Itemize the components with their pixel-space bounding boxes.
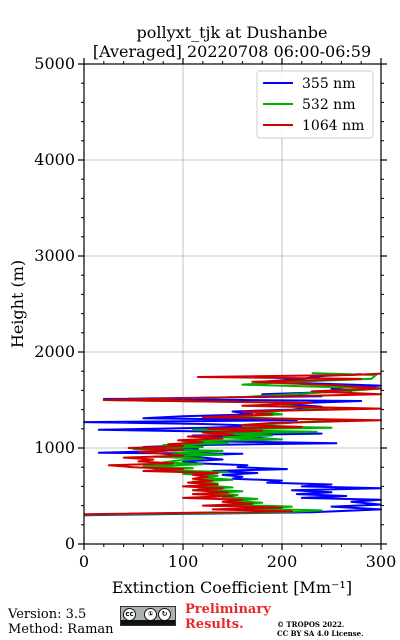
x-tick-label: 300 (366, 552, 397, 571)
chart-subtitle: [Averaged] 20220708 06:00-06:59 (93, 42, 371, 61)
preliminary-line-1: Preliminary (185, 602, 271, 617)
method-label: Method: Raman (8, 622, 114, 637)
legend-items: 355 nm 532 nm 1064 nm (263, 76, 364, 134)
license-strip (121, 620, 175, 625)
y-tick-label: 2000 (34, 342, 75, 361)
cc-by-sa-icon: cc ① ↻ (120, 606, 176, 626)
plot-area-frame (83, 63, 382, 545)
y-tick-label: 1000 (34, 438, 75, 457)
y-tick-label: 4000 (34, 150, 75, 169)
copyright-line-2: CC BY SA 4.0 License. (277, 629, 364, 638)
legend-label: 532 nm (302, 97, 355, 113)
chart-title: pollyxt_tjk at Dushanbe (136, 23, 327, 42)
x-tick-label: 100 (168, 552, 199, 571)
copyright-line-1: © TROPOS 2022. (277, 620, 345, 629)
x-axis-label: Extinction Coefficient [Mm⁻¹] (112, 578, 352, 597)
legend: 355 nm 532 nm 1064 nm (256, 70, 374, 139)
legend-box (256, 70, 374, 139)
preliminary-notice: Preliminary Results. (185, 602, 271, 632)
copyright-notice: © TROPOS 2022. CC BY SA 4.0 License. (277, 620, 364, 638)
series-group (83, 372, 382, 517)
y-axis-label: Height (m) (8, 260, 27, 348)
x-tick-label: 200 (267, 552, 298, 571)
version-label: Version: 3.5 (8, 607, 87, 622)
y-tick-label: 0 (65, 534, 75, 553)
legend-label: 355 nm (302, 76, 355, 92)
preliminary-line-2: Results. (185, 617, 244, 632)
series-line (83, 372, 382, 516)
x-tick-label: 0 (79, 552, 89, 571)
y-tick-label: 3000 (34, 246, 75, 265)
legend-label: 1064 nm (302, 118, 364, 134)
y-tick-label: 5000 (34, 54, 75, 73)
